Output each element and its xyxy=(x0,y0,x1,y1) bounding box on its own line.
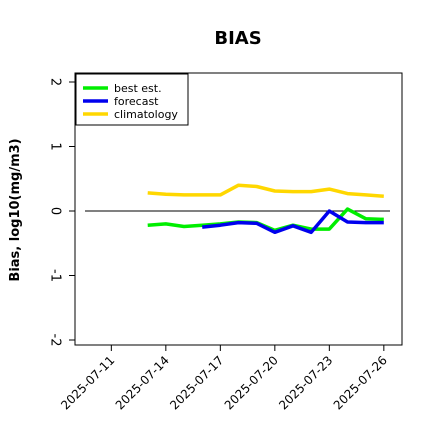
y-axis-label: Bias, log10(mg/m3) xyxy=(8,138,23,281)
y-tick-label: 0 xyxy=(48,207,63,215)
series-line xyxy=(202,209,384,235)
plot-frame xyxy=(74,72,403,346)
y-tick-label: -1 xyxy=(48,269,63,282)
chart-title: BIAS xyxy=(214,28,261,49)
y-axis: 2 1 0 -1 -2 xyxy=(48,78,75,347)
legend-label: best est. xyxy=(114,82,162,95)
y-tick-label: -2 xyxy=(48,334,63,347)
legend-label: climatology xyxy=(114,108,178,121)
legend-label: forecast xyxy=(114,95,159,108)
y-tick-label: 1 xyxy=(48,142,63,150)
series-layer xyxy=(147,183,384,235)
series-line xyxy=(147,183,384,198)
y-tick-label: 2 xyxy=(48,78,63,86)
